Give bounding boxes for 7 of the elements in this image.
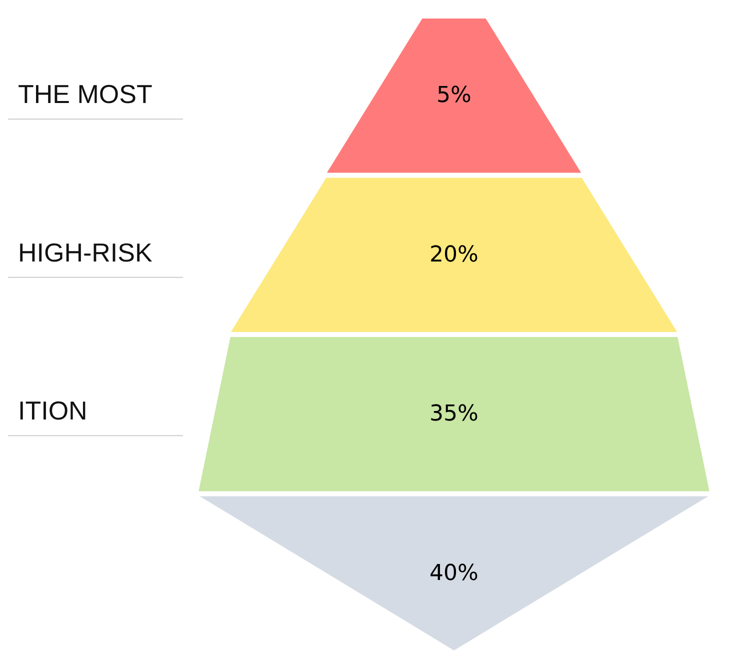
- category-label: HIGH-RISK: [18, 237, 153, 268]
- data-label: 35%: [430, 402, 478, 427]
- data-label: 5%: [436, 83, 472, 108]
- category-label: ITION: [18, 396, 88, 426]
- data-label: 40%: [430, 560, 478, 586]
- data-label: 20%: [430, 242, 478, 268]
- category-label: THE MOST: [18, 79, 152, 110]
